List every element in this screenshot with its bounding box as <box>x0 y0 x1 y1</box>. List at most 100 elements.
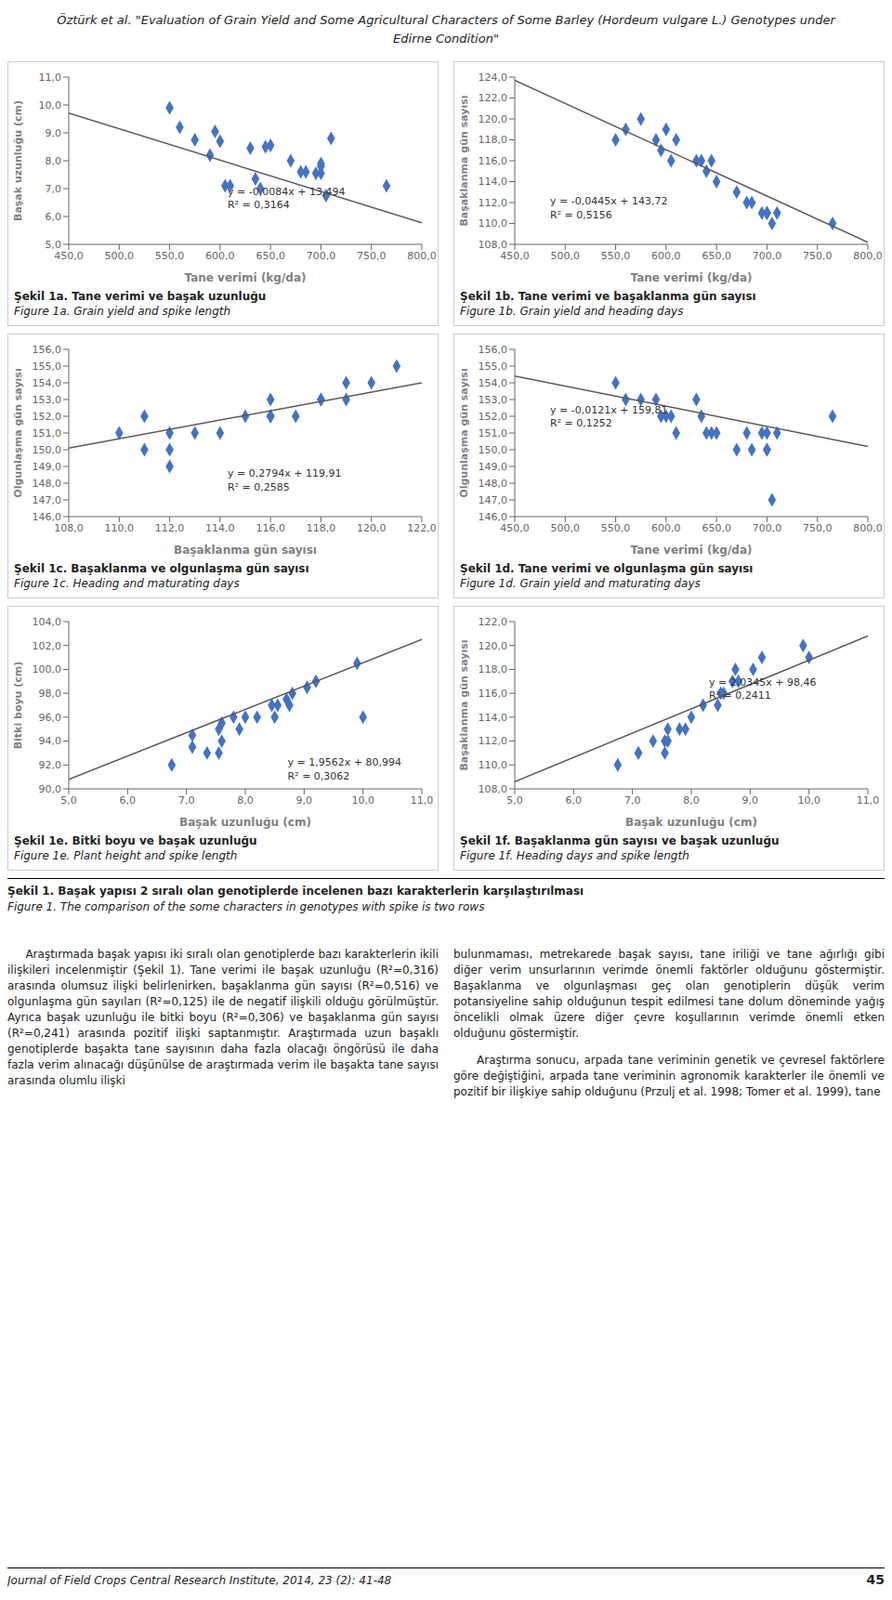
svg-text:700,0: 700,0 <box>752 249 783 263</box>
svg-text:Olgunlaşma gün sayısı: Olgunlaşma gün sayısı <box>12 367 25 498</box>
svg-text:152,0: 152,0 <box>32 410 63 423</box>
svg-text:Başak uzunluğu (cm): Başak uzunluğu (cm) <box>625 815 758 829</box>
svg-text:6,0: 6,0 <box>45 210 63 223</box>
svg-text:151,0: 151,0 <box>478 427 509 440</box>
svg-text:114,0: 114,0 <box>478 711 509 724</box>
svg-text:155,0: 155,0 <box>478 360 509 373</box>
svg-text:650,0: 650,0 <box>701 522 732 535</box>
svg-text:118,0: 118,0 <box>306 522 337 535</box>
svg-text:800,0: 800,0 <box>406 249 436 263</box>
svg-text:102,0: 102,0 <box>32 640 63 653</box>
svg-text:Başaklanma gün sayısı: Başaklanma gün sayısı <box>458 639 471 771</box>
svg-text:124,0: 124,0 <box>478 71 509 84</box>
svg-text:154,0: 154,0 <box>478 377 509 390</box>
svg-text:Başak uzunluğu (cm): Başak uzunluğu (cm) <box>179 815 312 829</box>
svg-text:146,0: 146,0 <box>32 511 63 524</box>
svg-text:500,0: 500,0 <box>550 249 581 263</box>
svg-text:149,0: 149,0 <box>32 460 63 473</box>
svg-text:700,0: 700,0 <box>306 249 337 263</box>
svg-text:500,0: 500,0 <box>104 249 135 263</box>
svg-text:110,0: 110,0 <box>104 522 135 535</box>
svg-text:550,0: 550,0 <box>155 249 185 263</box>
svg-text:800,0: 800,0 <box>852 522 882 535</box>
svg-text:108,0: 108,0 <box>53 522 84 535</box>
svg-text:650,0: 650,0 <box>701 249 732 263</box>
svg-text:90,0: 90,0 <box>39 783 63 796</box>
svg-text:120,0: 120,0 <box>478 640 509 653</box>
svg-text:148,0: 148,0 <box>478 477 509 490</box>
svg-text:6,0: 6,0 <box>119 794 137 807</box>
svg-text:750,0: 750,0 <box>356 249 387 263</box>
svg-text:151,0: 151,0 <box>32 427 63 440</box>
svg-text:118,0: 118,0 <box>478 133 509 146</box>
svg-text:600,0: 600,0 <box>205 249 236 263</box>
svg-text:Tane verimi (kg/da): Tane verimi (kg/da) <box>630 543 753 557</box>
svg-text:8,0: 8,0 <box>682 794 700 807</box>
svg-text:5,0: 5,0 <box>60 794 78 807</box>
svg-text:9,0: 9,0 <box>742 794 760 807</box>
svg-text:116,0: 116,0 <box>255 522 286 535</box>
svg-text:450,0: 450,0 <box>499 522 530 535</box>
svg-text:154,0: 154,0 <box>32 377 63 390</box>
svg-text:Bitki boyu (cm): Bitki boyu (cm) <box>12 661 25 750</box>
svg-text:5,0: 5,0 <box>45 238 63 251</box>
svg-text:147,0: 147,0 <box>478 494 509 507</box>
svg-text:11,0: 11,0 <box>39 71 63 84</box>
svg-text:153,0: 153,0 <box>478 393 509 407</box>
svg-text:112,0: 112,0 <box>478 734 509 748</box>
svg-text:112,0: 112,0 <box>478 196 509 210</box>
svg-text:9,0: 9,0 <box>45 127 63 140</box>
svg-text:146,0: 146,0 <box>478 511 509 524</box>
svg-text:Başaklanma gün sayısı: Başaklanma gün sayısı <box>458 94 471 226</box>
svg-text:98,0: 98,0 <box>39 687 63 700</box>
svg-text:450,0: 450,0 <box>499 249 530 263</box>
svg-text:11,0: 11,0 <box>856 794 880 807</box>
svg-text:122,0: 122,0 <box>478 616 509 629</box>
svg-text:11,0: 11,0 <box>410 794 434 807</box>
svg-text:156,0: 156,0 <box>478 343 509 356</box>
svg-text:114,0: 114,0 <box>478 175 509 188</box>
svg-text:100,0: 100,0 <box>32 663 63 676</box>
svg-text:149,0: 149,0 <box>478 460 509 473</box>
svg-text:500,0: 500,0 <box>550 522 581 535</box>
svg-text:Tane verimi (kg/da): Tane verimi (kg/da) <box>184 271 307 285</box>
svg-text:550,0: 550,0 <box>601 249 631 263</box>
svg-text:Başaklanma gün sayısı: Başaklanma gün sayısı <box>173 543 317 557</box>
svg-text:8,0: 8,0 <box>236 794 254 807</box>
svg-text:122,0: 122,0 <box>406 522 436 535</box>
svg-text:600,0: 600,0 <box>651 522 682 535</box>
svg-text:147,0: 147,0 <box>32 494 63 507</box>
svg-text:118,0: 118,0 <box>478 663 509 676</box>
svg-text:5,0: 5,0 <box>506 794 524 807</box>
svg-text:148,0: 148,0 <box>32 477 63 490</box>
svg-text:Tane verimi (kg/da): Tane verimi (kg/da) <box>630 271 753 285</box>
svg-text:7,0: 7,0 <box>45 183 63 196</box>
svg-text:150,0: 150,0 <box>478 444 509 457</box>
svg-text:600,0: 600,0 <box>651 249 682 263</box>
svg-text:114,0: 114,0 <box>205 522 236 535</box>
svg-text:8,0: 8,0 <box>45 155 63 168</box>
svg-text:Başak uzunluğu (cm): Başak uzunluğu (cm) <box>12 100 25 222</box>
svg-text:9,0: 9,0 <box>296 794 314 807</box>
svg-text:750,0: 750,0 <box>802 249 833 263</box>
svg-text:122,0: 122,0 <box>478 91 509 105</box>
svg-text:153,0: 153,0 <box>32 393 63 407</box>
svg-text:108,0: 108,0 <box>478 783 509 796</box>
svg-text:110,0: 110,0 <box>478 759 509 772</box>
svg-text:108,0: 108,0 <box>478 238 509 251</box>
svg-text:650,0: 650,0 <box>255 249 286 263</box>
svg-text:7,0: 7,0 <box>178 794 196 807</box>
svg-text:800,0: 800,0 <box>852 249 882 263</box>
svg-text:550,0: 550,0 <box>601 522 631 535</box>
svg-text:155,0: 155,0 <box>32 360 63 373</box>
svg-text:6,0: 6,0 <box>565 794 583 807</box>
svg-text:700,0: 700,0 <box>752 522 783 535</box>
svg-text:152,0: 152,0 <box>478 410 509 423</box>
svg-text:10,0: 10,0 <box>797 794 821 807</box>
svg-text:750,0: 750,0 <box>802 522 833 535</box>
svg-text:116,0: 116,0 <box>478 687 509 700</box>
svg-text:116,0: 116,0 <box>478 155 509 168</box>
svg-text:112,0: 112,0 <box>155 522 185 535</box>
svg-text:120,0: 120,0 <box>356 522 387 535</box>
svg-text:120,0: 120,0 <box>478 113 509 126</box>
